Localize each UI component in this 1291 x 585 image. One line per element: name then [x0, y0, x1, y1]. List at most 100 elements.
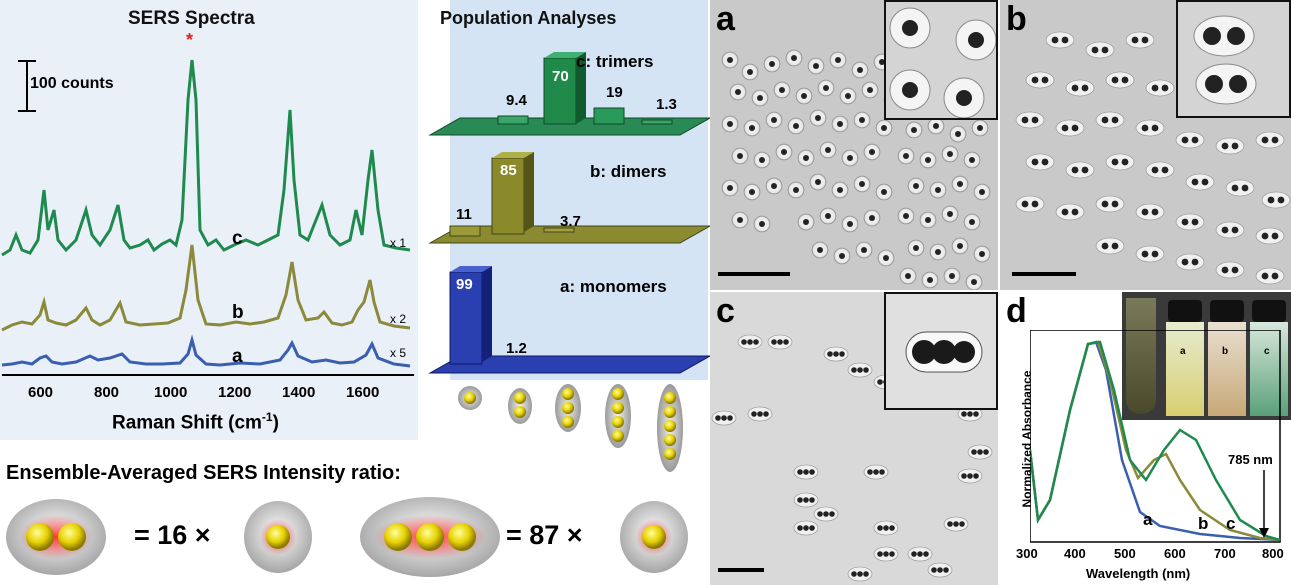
vial-c-cap: [1252, 300, 1286, 322]
abs-curve-a: [1030, 340, 1281, 542]
sers-tick: 1600: [346, 384, 380, 401]
vial-b-cap: [1210, 300, 1244, 322]
spectrum-a: [1, 334, 411, 368]
vial-c: c: [1250, 300, 1288, 416]
sers-plot: [1, 59, 411, 368]
curve-label-b: b: [232, 302, 244, 323]
abs-tick: 300: [1016, 546, 1038, 561]
oligomer-icons: [458, 384, 683, 472]
sers-xlabel-main: Raman Shift (cm: [112, 412, 262, 434]
sers-xlabel-end: ): [272, 412, 279, 434]
scale-bar: [26, 60, 28, 112]
bar-dimer-1: [449, 225, 481, 237]
vial-a-liquid: [1166, 322, 1204, 416]
vial-b-liquid: [1208, 322, 1246, 416]
vials-photo: a b c: [1122, 292, 1291, 420]
abs-curve-label-b: b: [1198, 514, 1209, 533]
sers-xlabel-sup: -1: [261, 410, 273, 424]
value-monomer-2: 1.2: [506, 340, 527, 357]
abs-xlabel: Wavelength (nm): [1086, 566, 1191, 581]
abs-tick: 400: [1064, 546, 1086, 561]
tem-c-scalebar: [718, 568, 764, 572]
vial-c-label: c: [1264, 346, 1270, 357]
sers-tick: 1200: [218, 384, 252, 401]
abs-ylabel: Normalized Absorbance: [1020, 370, 1034, 508]
abs-tick: 500: [1114, 546, 1136, 561]
abs-tick: 800: [1262, 546, 1284, 561]
bar-trimer-4: [641, 119, 673, 125]
tem-a-label: a: [716, 0, 735, 38]
sers-x-axis: [2, 374, 414, 376]
sers-title: SERS Spectra: [128, 8, 255, 29]
ratio-heading: Ensemble-Averaged SERS Intensity ratio:: [6, 462, 401, 484]
spectrum-c: [1, 59, 411, 257]
row-label-trimers: c: trimers: [576, 52, 654, 71]
population-title: Population Analyses: [440, 8, 617, 28]
tem-b-particles: [1015, 31, 1291, 285]
sers-tick-labels: 600 800 1000 1200 1400 1600: [0, 384, 418, 404]
population-chart: [428, 52, 710, 374]
abs-curve-c: [1030, 340, 1281, 542]
spectrum-b: [1, 244, 411, 332]
row-label-dimers: b: dimers: [590, 162, 667, 181]
bar-dimer-3: [543, 227, 575, 233]
tem-c-label: c: [716, 292, 735, 330]
value-dimer-3: 3.7: [560, 213, 581, 230]
scale-label: 100 counts: [30, 75, 114, 92]
sers-tick: 600: [28, 384, 54, 401]
vial-b: b: [1208, 300, 1246, 416]
tem-b-inset: [1176, 0, 1291, 118]
row-label-monomers: a: monomers: [560, 277, 667, 296]
sers-xlabel: Raman Shift (cm-1): [112, 410, 279, 434]
sers-tick: 1000: [154, 384, 188, 401]
abs-tick-labels: 300 400 500 600 700 800: [1016, 546, 1291, 564]
tem-a-particles: [721, 49, 991, 290]
bar-trimer-3: [593, 107, 625, 125]
abs-tick: 700: [1214, 546, 1236, 561]
value-trimer-2: 70: [552, 68, 569, 85]
tem-panel-a: a: [710, 0, 998, 290]
vial-c-liquid: [1250, 322, 1288, 416]
cuvette-tube: [1126, 298, 1156, 414]
sers-tick: 800: [94, 384, 120, 401]
mult-b: x 2: [390, 312, 407, 326]
tem-a-scalebar: [718, 272, 790, 276]
dimer-ratio: = 16 ×: [134, 520, 211, 550]
scale-bar-cap-bottom: [18, 110, 36, 112]
value-dimer-1: 11: [456, 206, 472, 223]
sers-tick: 1400: [282, 384, 316, 401]
sers-star: *: [186, 30, 194, 50]
mult-a: x 5: [390, 346, 407, 360]
tem-panel-b: b: [1000, 0, 1291, 290]
bar-trimer-1: [497, 115, 529, 125]
value-trimer-4: 1.3: [656, 96, 677, 113]
value-dimer-2: 85: [500, 162, 517, 179]
value-trimer-1: 9.4: [506, 92, 527, 109]
tem-a-inset: [884, 0, 998, 120]
ratio-illustration: [6, 497, 688, 577]
trimer-ratio: = 87 ×: [506, 520, 583, 550]
absorbance-plot: [1030, 330, 1281, 543]
tem-c-inset: [884, 292, 998, 410]
abs-curve-label-c: c: [1226, 514, 1236, 533]
mult-c: x 1: [390, 236, 407, 250]
tem-b-label: b: [1006, 0, 1027, 38]
curve-label-a: a: [232, 346, 243, 367]
tem-b-scalebar: [1012, 272, 1076, 276]
bar-dimer-2: [491, 157, 525, 235]
vial-a-label: a: [1180, 346, 1186, 357]
sers-panel: [0, 0, 418, 440]
tem-d-label: d: [1006, 292, 1027, 330]
vial-b-label: b: [1222, 346, 1229, 357]
value-trimer-3: 19: [606, 84, 623, 101]
scale-bar-cap-top: [18, 60, 36, 62]
abs-tick: 600: [1164, 546, 1186, 561]
vial-a: a: [1166, 300, 1204, 416]
abs-curve-b: [1030, 340, 1281, 542]
vial-a-cap: [1168, 300, 1202, 322]
value-monomer-1: 99: [456, 276, 473, 293]
abs-marker: 785 nm: [1228, 452, 1273, 467]
tem-panel-c: c: [710, 292, 998, 585]
abs-curve-label-a: a: [1143, 510, 1153, 529]
curve-label-c: c: [232, 228, 243, 249]
